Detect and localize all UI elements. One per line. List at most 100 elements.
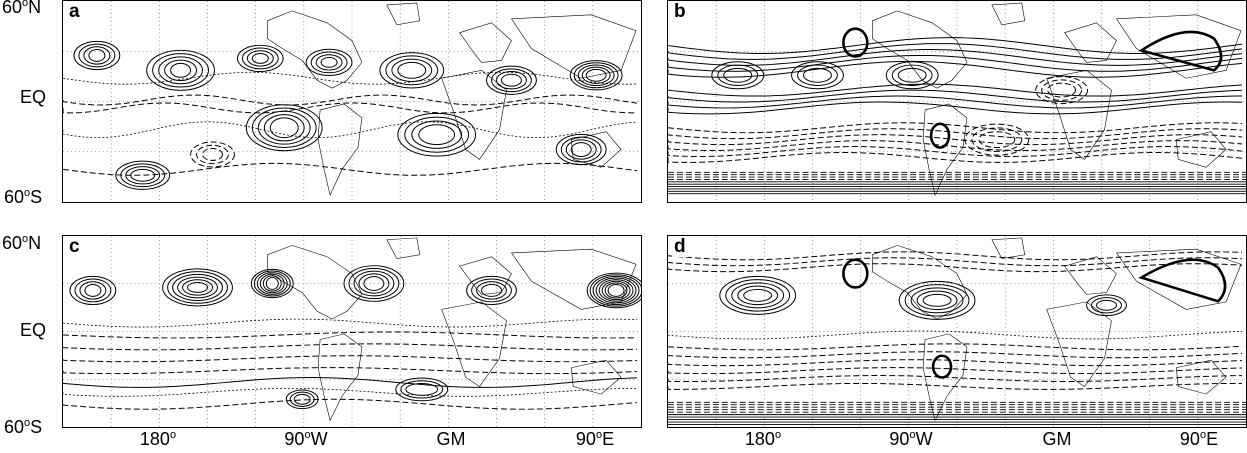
positive-contour [265,277,279,290]
positive-contour [668,89,1243,103]
lon-label-90w-left: 90oW [284,429,328,449]
map-panel-b: b [667,0,1247,203]
coastline [441,69,507,160]
positive-contour [604,282,628,299]
positive-contour [187,282,208,293]
positive-contour [320,56,338,68]
positive-contour [83,46,111,65]
coastline [1175,359,1227,395]
positive-contour [668,37,1243,54]
zero-contour [668,330,1243,340]
panel-letter-b: b [672,1,688,22]
positive-contour [491,68,532,93]
positive-contour [363,276,385,291]
coastline [510,14,637,79]
coastline [570,359,622,395]
positive-contour [569,60,623,91]
coastline [570,131,622,168]
positive-contour [397,112,477,157]
positive-contour [598,279,634,302]
lon-label-180-right: 180o [744,429,782,449]
positive-contour [73,40,121,71]
negative-contour [202,148,223,161]
positive-contour [177,276,218,299]
positive-contour [79,281,107,300]
lat-label-eq-bottom: EQ [20,320,47,340]
negative-contour [668,382,1243,390]
negative-contour [668,134,1243,146]
positive-contour [358,273,390,294]
lat-label-60n-bottom: 60oN [2,233,42,253]
map-panel-a: a [62,0,642,203]
positive-contour [289,391,315,407]
positive-contour [305,48,353,77]
negative-contour [668,128,1243,140]
positive-contour [395,377,449,402]
coastline [317,333,363,422]
positive-contour [251,52,269,64]
positive-contour [285,389,319,410]
coastline [1046,69,1112,160]
positive-contour [668,83,1243,97]
positive-contour [897,67,927,83]
positive-contour [586,272,641,309]
contour-map-a [63,1,641,202]
coastline [922,333,968,422]
positive-contour [397,61,427,79]
positive-contour [592,275,640,306]
highlight-contour [842,258,869,289]
positive-contour [496,71,527,90]
panel-letter-a: a [67,1,82,22]
positive-contour [182,279,213,296]
coastline [1115,248,1242,310]
coastline [1175,131,1227,168]
negative-contour [668,146,1243,157]
negative-contour [63,398,638,410]
positive-contour [348,267,400,300]
lat-label-60s-top: 60oS [4,187,43,207]
positive-contour [343,265,405,302]
coastlines [266,237,637,422]
lat-lon-grid [63,236,641,427]
coastline [1115,14,1242,79]
positive-contour [257,110,311,145]
zero-contour [63,388,638,397]
positive-contour [737,285,779,306]
lat-label-60n-top: 60oN [2,0,42,17]
positive-contour [391,58,433,82]
panel-letter-d: d [672,236,688,257]
negative-contour [668,151,1243,163]
positive-contour [88,49,106,62]
panel-letter-c: c [67,236,82,257]
positive-contour [170,62,192,78]
positive-contour [500,73,522,87]
positive-contour [565,139,597,160]
positive-contour [404,116,470,153]
coastline [1046,301,1112,387]
positive-contour [476,281,507,300]
coastline [386,237,421,259]
negative-contour [63,102,638,114]
contour-map-c [63,236,641,427]
negative-contour [63,162,638,176]
positive-contour [236,44,284,73]
positive-contour [891,64,933,86]
positive-contour [668,54,1243,72]
positive-contour [717,64,759,86]
negative-contour [196,144,229,165]
negative-contour [971,127,1023,152]
highlight-contour [1138,258,1227,303]
positive-contour [152,53,209,88]
positive-contour [164,59,198,82]
positive-contour [263,114,305,142]
positive-contour [245,104,323,152]
highlight-contour [929,122,951,149]
positive-contour [803,67,832,83]
coastline [266,10,363,89]
positive-contour [904,284,970,317]
negative-contour [1047,82,1077,98]
negative-contour [978,131,1016,149]
positive-contour [418,124,456,146]
positive-contour [481,283,502,297]
lon-label-gm-left: GM [436,429,466,449]
